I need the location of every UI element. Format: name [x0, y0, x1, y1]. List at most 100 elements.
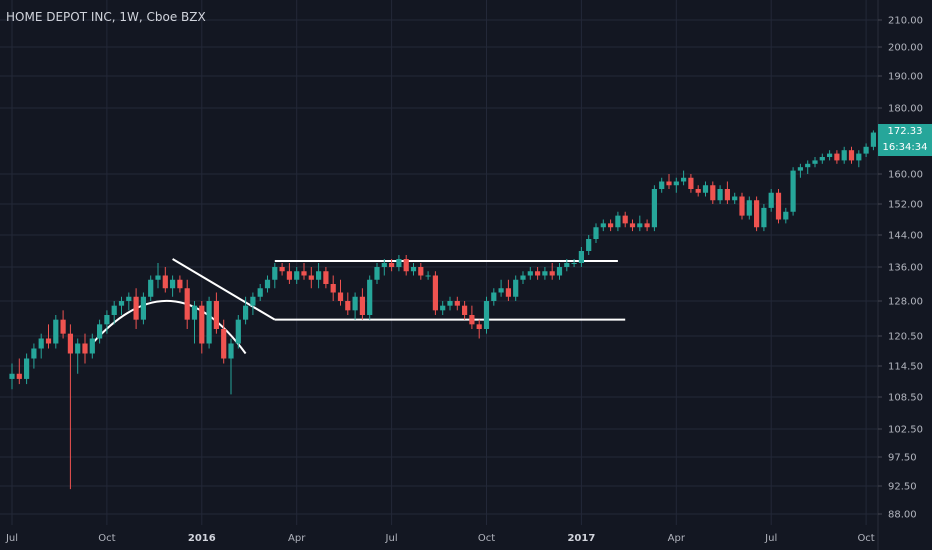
- candle-body: [702, 185, 709, 193]
- candle-body: [308, 275, 314, 280]
- price-axis-label: 88.00: [888, 510, 917, 521]
- candle: [213, 292, 219, 334]
- candle-body: [724, 189, 730, 201]
- candle-body: [111, 305, 117, 315]
- candle: [367, 275, 373, 320]
- arc-drawing[interactable]: [91, 299, 247, 355]
- candles: [9, 130, 876, 490]
- candle-body: [250, 296, 256, 306]
- candle: [666, 174, 672, 189]
- candle-body: [542, 271, 548, 276]
- candle: [447, 296, 453, 311]
- price-axis[interactable]: 210.00 200.00 190.00 180.00 160.00 152.00 144.…: [878, 16, 923, 521]
- candle: [739, 192, 745, 220]
- candle: [768, 189, 774, 212]
- candle-body: [491, 292, 497, 301]
- candle: [243, 296, 249, 325]
- candle-body: [659, 181, 665, 189]
- candle: [535, 267, 541, 280]
- price-axis-label: 97.50: [888, 453, 917, 464]
- time-axis[interactable]: Jul Oct 2016 Apr Jul Oct 2017 Apr Jul Oct: [5, 533, 875, 544]
- candle-body: [600, 223, 606, 228]
- candle-body: [177, 279, 183, 289]
- price-axis-label: 136.00: [888, 263, 923, 274]
- candle: [352, 292, 358, 320]
- candle: [279, 263, 285, 276]
- candle: [775, 189, 782, 224]
- candle-body: [498, 288, 504, 293]
- candle: [75, 338, 81, 374]
- price-axis-label: 152.00: [888, 200, 923, 211]
- candle: [870, 130, 876, 151]
- candle: [644, 219, 650, 232]
- candle-body: [710, 185, 716, 201]
- candle-body: [754, 200, 760, 228]
- candle: [491, 288, 497, 306]
- candle-body: [345, 301, 351, 311]
- chart-grid: [0, 0, 878, 525]
- candle: [16, 358, 22, 385]
- candle: [199, 301, 205, 354]
- candle: [111, 301, 117, 325]
- candle: [45, 324, 52, 349]
- candle-body: [746, 200, 752, 216]
- candle: [118, 296, 125, 315]
- candle-body: [739, 196, 745, 216]
- candle: [520, 271, 526, 284]
- candle: [330, 275, 336, 301]
- candle-body: [243, 305, 249, 320]
- candle-body: [410, 267, 417, 272]
- candle: [856, 150, 862, 168]
- candle-body: [732, 196, 738, 201]
- candle: [301, 263, 307, 280]
- candle-body: [374, 267, 380, 280]
- candle: [155, 263, 161, 289]
- candle: [549, 263, 555, 280]
- candle-body: [264, 279, 271, 289]
- candle-body: [571, 263, 577, 264]
- candle-body: [812, 160, 818, 164]
- time-axis-label: Jul: [385, 533, 398, 544]
- candle-body: [140, 296, 146, 320]
- candle: [783, 207, 789, 224]
- candle: [513, 275, 519, 301]
- candle: [257, 284, 263, 301]
- candle: [53, 315, 59, 349]
- candle-body: [316, 271, 322, 280]
- candle-body: [24, 358, 30, 379]
- candle: [827, 150, 833, 161]
- candle: [834, 150, 840, 164]
- candle-body: [170, 279, 176, 289]
- candle-body: [688, 177, 694, 189]
- candle: [104, 310, 110, 334]
- candle: [586, 235, 592, 255]
- candle-body: [75, 343, 81, 354]
- candle-body: [228, 343, 234, 359]
- candle-body: [440, 305, 446, 311]
- candle: [97, 319, 103, 344]
- chart-drawings[interactable]: [91, 258, 626, 355]
- candle: [629, 219, 636, 232]
- candle-body: [761, 207, 767, 228]
- candle: [162, 267, 168, 293]
- candle-body: [126, 296, 132, 301]
- time-axis-label: Apr: [288, 533, 306, 544]
- chart-title: HOME DEPOT INC, 1W, Cboe BZX: [6, 10, 206, 24]
- candle-body: [235, 319, 241, 344]
- candle: [863, 143, 869, 157]
- candle-body: [60, 319, 66, 334]
- candle: [717, 185, 723, 204]
- candle: [462, 301, 468, 320]
- candle-body: [257, 288, 263, 297]
- candle: [440, 301, 446, 315]
- candle-body: [396, 259, 402, 267]
- candle-body: [104, 315, 110, 325]
- candle-body: [162, 275, 168, 289]
- candle: [148, 275, 154, 301]
- trend-line-drawing[interactable]: [172, 258, 276, 321]
- candle: [673, 177, 679, 193]
- price-axis-label: 144.00: [888, 231, 923, 242]
- candle-body: [31, 348, 37, 359]
- candle-body: [272, 267, 278, 280]
